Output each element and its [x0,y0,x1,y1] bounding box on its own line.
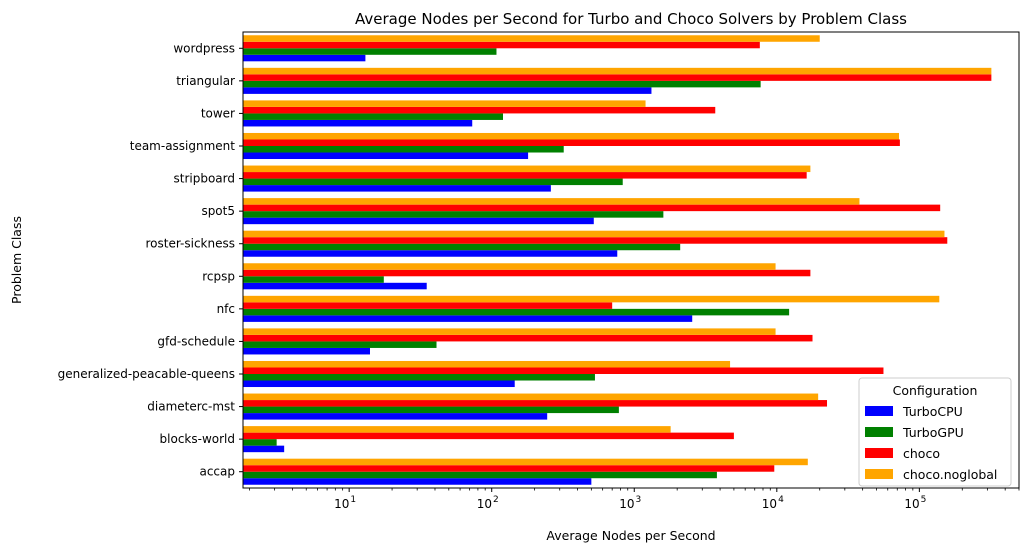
legend-box [858,377,1012,487]
bar-turbogpu-gfd-schedule [243,341,437,348]
x-axis-label: Average Nodes per Second [546,528,715,543]
bar-turbocpu-rcpsp [243,282,427,290]
bar-turbogpu-tower [243,113,503,120]
y-tick-label-spot5: spot5 [201,204,235,218]
bar-choco-nfc [243,302,613,309]
legend-swatch-turbogpu [865,427,893,437]
bar-choco-noglobal-generalized-peacable-queens [243,360,731,368]
bar-choco-noglobal-roster-sickness [243,230,945,238]
y-tick-label-tower: tower [201,106,235,120]
y-tick-label-team-assignment: team-assignment [130,139,236,153]
y-tick-label-nfc: nfc [217,302,235,316]
bar-turbogpu-roster-sickness [243,243,681,251]
y-tick-label-diameterc-mst: diameterc-mst [147,400,235,414]
bar-turbocpu-accap [243,478,592,485]
y-tick-label-triangular: triangular [176,74,235,88]
bar-turbogpu-stripboard [243,178,623,186]
bar-turbogpu-rcpsp [243,276,384,283]
bar-choco-tower [243,106,716,114]
y-tick-label-accap: accap [199,465,235,479]
bar-turbocpu-generalized-peacable-queens [243,380,515,388]
x-tick-label-1000: 103 [619,495,641,511]
bar-turbocpu-triangular [243,87,652,94]
bar-choco-accap [243,465,775,472]
bar-choco-wordpress [243,41,760,49]
y-tick-label-generalized-peacable-queens: generalized-peacable-queens [58,367,235,381]
bar-choco-gfd-schedule [243,334,813,342]
legend: Configuration TurboCPU TurboGPU choco choco.… [858,377,1012,487]
legend-label-choco-noglobal: choco.noglobal [903,467,997,482]
bar-choco-noglobal-accap [243,458,808,466]
bar-choco-noglobal-tower [243,100,646,107]
bar-turbocpu-stripboard [243,185,551,192]
bar-choco-noglobal-diameterc-mst [243,393,819,401]
bar-choco-noglobal-rcpsp [243,263,776,270]
bar-choco-noglobal-nfc [243,295,940,303]
legend-swatch-choco-noglobal [865,469,893,479]
bar-turbogpu-diameterc-mst [243,406,619,414]
bar-choco-roster-sickness [243,237,948,244]
y-axis: accap blocks-world diameterc-mst generalize… [58,41,243,479]
bar-choco-generalized-peacable-queens [243,367,884,374]
bar-choco-diameterc-mst [243,400,828,407]
bar-turbogpu-generalized-peacable-queens [243,374,595,381]
plot-frame [242,31,1020,489]
x-tick-label-10: 101 [334,495,356,511]
x-tick-label-10000: 104 [762,495,784,511]
bar-choco-noglobal-wordpress [243,35,820,42]
x-tick-label-100000: 105 [904,495,926,511]
bar-choco-noglobal-blocks-world [243,426,671,433]
x-tick-label-100: 102 [477,495,499,511]
bar-choco-noglobal-gfd-schedule [243,328,776,335]
bar-choco-spot5 [243,204,941,212]
bar-turbogpu-accap [243,471,717,479]
x-axis: 101 102 103 104 105 [249,488,1020,511]
bar-turbogpu-wordpress [243,48,497,55]
bar-turbocpu-team-assignment [243,152,529,160]
bar-turbogpu-team-assignment [243,146,564,153]
legend-label-turbocpu: TurboCPU [902,404,963,419]
bar-turbocpu-wordpress [243,54,366,62]
bar-choco-noglobal-triangular [243,67,992,75]
y-axis-label: Problem Class [9,216,24,304]
y-tick-label-wordpress: wordpress [173,41,235,55]
bar-choco-noglobal-stripboard [243,165,811,173]
chart-title: Average Nodes per Second for Turbo and C… [355,10,907,28]
legend-label-turbogpu: TurboGPU [902,425,964,440]
y-tick-label-stripboard: stripboard [174,172,236,186]
bar-choco-rcpsp [243,269,811,277]
legend-title: Configuration [893,383,978,398]
bar-choco-blocks-world [243,432,734,440]
bar-choco-noglobal-team-assignment [243,132,900,140]
legend-swatch-turbocpu [865,406,893,416]
legend-swatch-choco [865,448,893,458]
bar-turbogpu-nfc [243,308,790,316]
bar-turbocpu-nfc [243,315,693,322]
bar-turbogpu-blocks-world [243,439,277,446]
y-tick-label-blocks-world: blocks-world [160,432,235,446]
y-tick-label-roster-sickness: roster-sickness [146,237,235,251]
bar-turbocpu-roster-sickness [243,250,618,257]
bar-turbocpu-gfd-schedule [243,347,370,355]
legend-label-choco: choco [903,446,940,461]
bar-turbocpu-spot5 [243,217,594,225]
bar-choco-triangular [243,74,992,81]
bar-turbocpu-tower [243,119,473,127]
bar-turbocpu-blocks-world [243,445,285,453]
y-tick-label-rcpsp: rcpsp [202,269,235,283]
bar-turbogpu-triangular [243,80,761,88]
bar-choco-stripboard [243,172,807,179]
bar-choco-noglobal-spot5 [243,198,860,205]
bar-turbocpu-diameterc-mst [243,413,548,420]
bars-group [243,35,992,485]
bar-turbogpu-spot5 [243,211,664,218]
bar-choco-team-assignment [243,139,900,146]
y-tick-label-gfd-schedule: gfd-schedule [157,334,235,348]
